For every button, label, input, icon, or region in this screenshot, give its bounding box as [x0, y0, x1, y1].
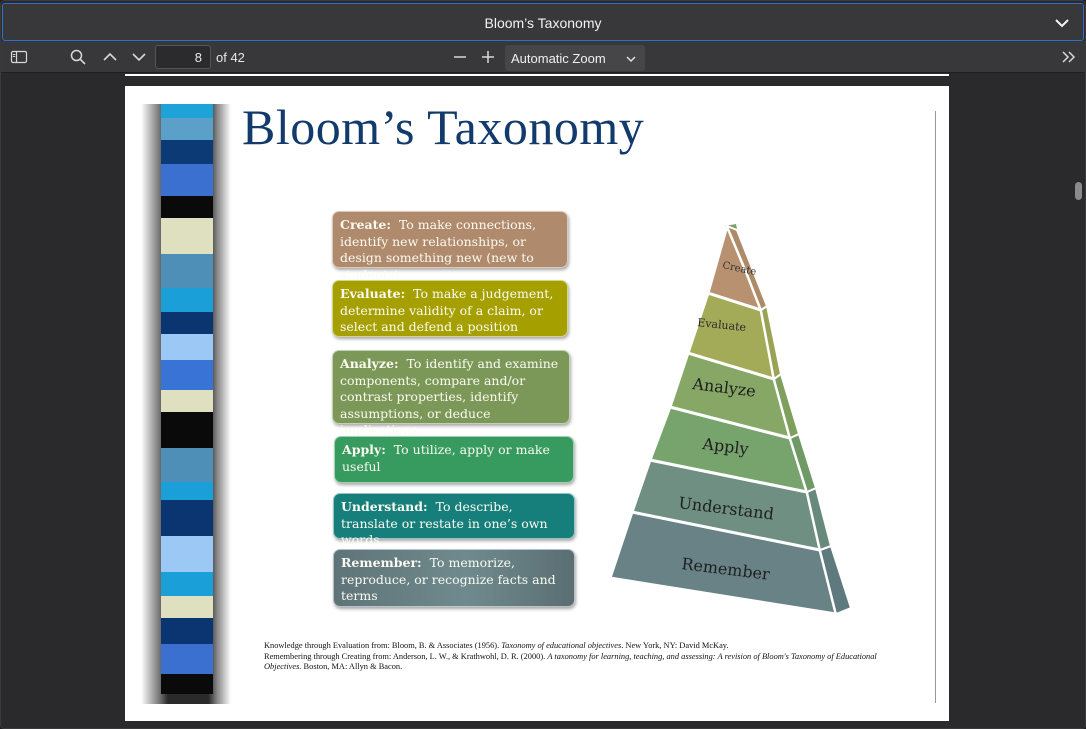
footnote-line2-suffix: Boston, MA: Allyn & Bacon.: [301, 662, 403, 671]
page-count-label: of 42: [216, 50, 245, 65]
level-box-understand: Understand: To describe, translate or re…: [333, 493, 575, 547]
sidebar-toggle-icon[interactable]: [10, 48, 28, 66]
footnote-line2-italic: A taxonomy for learning, teaching, and a…: [264, 651, 877, 672]
pyramid-label-evaluate: Evaluate: [697, 316, 747, 334]
level-description: To describe, translate or restate in one…: [341, 499, 548, 547]
footnote-line1-prefix: Knowledge through Evaluation from: Bloom…: [264, 641, 502, 650]
level-name: Apply: [342, 442, 382, 457]
zoom-out-icon[interactable]: [451, 48, 469, 66]
level-description: To make connections, identify new relati…: [340, 217, 537, 282]
scrollbar-thumb[interactable]: [1075, 182, 1082, 200]
slide-right-rule: [935, 111, 936, 703]
bloom-pyramid: Create Evaluate Analyze Apply Understand…: [608, 221, 853, 616]
zoom-in-icon[interactable]: [479, 48, 497, 66]
chevron-down-icon[interactable]: [1053, 14, 1071, 32]
level-description: To memorize, reproduce, or recognize fac…: [341, 555, 556, 603]
slide-title: Bloom’s Taxonomy: [242, 99, 645, 155]
tools-menu-icon[interactable]: [1060, 48, 1078, 66]
search-icon[interactable]: [69, 48, 87, 66]
references-footnote: Knowledge through Evaluation from: Bloom…: [264, 641, 904, 673]
level-box-remember: Remember: To memorize, reproduce, or rec…: [333, 549, 575, 607]
level-name: Understand: [341, 499, 424, 514]
pdf-page: Bloom’s Taxonomy Create: To make connect…: [125, 86, 949, 721]
chevron-down-icon: [626, 56, 636, 63]
zoom-select-value: Automatic Zoom: [511, 51, 606, 66]
decorative-color-strip: [161, 104, 213, 704]
level-name: Evaluate: [340, 286, 401, 301]
footnote-line1-italic: Taxonomy of educational objectives: [501, 641, 622, 650]
window-title: Bloom’s Taxonomy: [484, 15, 602, 31]
previous-page-edge: [125, 74, 949, 76]
level-box-evaluate: Evaluate: To make a judgement, determine…: [332, 280, 568, 337]
level-name: Analyze: [340, 356, 394, 371]
level-description: To identify and examine components, comp…: [340, 356, 559, 437]
footnote-line1-suffix: . New York, NY: David McKay.: [621, 641, 729, 650]
zoom-select[interactable]: Automatic Zoom: [505, 45, 645, 71]
level-description: To make a judgement, determine validity …: [340, 286, 554, 334]
vertical-scrollbar[interactable]: [1071, 74, 1085, 728]
previous-page-icon[interactable]: [101, 48, 119, 66]
level-box-create: Create: To make connections, identify ne…: [332, 211, 568, 282]
next-page-icon[interactable]: [130, 48, 148, 66]
level-description: To utilize, apply or make useful: [342, 442, 550, 474]
footnote-line2-prefix: Remembering through Creating from: Ander…: [264, 651, 548, 661]
title-bar: Bloom’s Taxonomy: [2, 3, 1084, 41]
level-name: Remember: [341, 555, 418, 570]
page-number-input[interactable]: 8: [155, 45, 211, 69]
toolbar: 8 of 42 Automatic Zoom: [1, 41, 1085, 73]
level-box-analyze: Analyze: To identify and examine compone…: [332, 350, 570, 437]
level-name: Create: [340, 217, 387, 232]
level-box-apply: Apply: To utilize, apply or make useful: [334, 436, 574, 483]
